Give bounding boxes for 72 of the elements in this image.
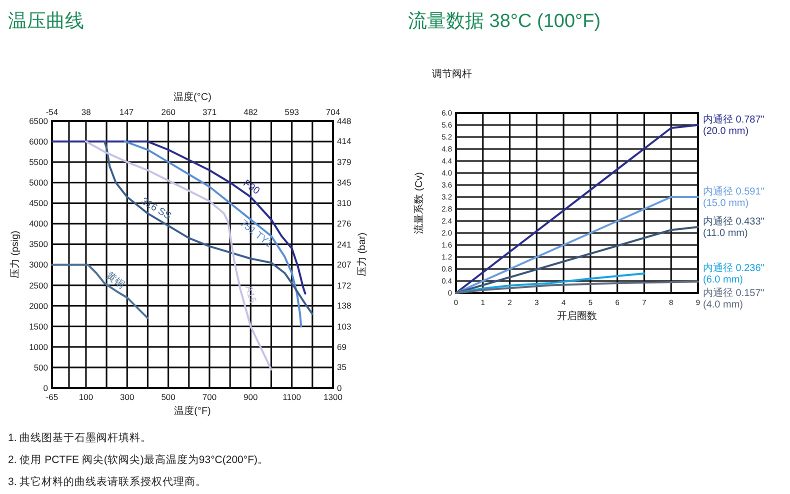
- y2-tick-label: 103: [337, 322, 352, 332]
- x2-tick-label: 260: [161, 107, 176, 117]
- x2-axis-title: 温度(°C): [174, 91, 212, 103]
- y-tick-label: 6000: [29, 136, 48, 147]
- y-axis-title: 压力 (psig): [9, 230, 21, 278]
- y2-tick-label: 345: [337, 177, 352, 188]
- y2-tick-label: 379: [337, 157, 352, 168]
- y2-tick-label: 35: [337, 362, 347, 372]
- y-tick-label: 500: [34, 362, 48, 372]
- series-label: 内通径 0.787" (20.0 mm): [703, 114, 765, 137]
- line-series: [455, 280, 699, 294]
- text: 751 TY1: [238, 218, 274, 250]
- text: F90: [240, 178, 262, 198]
- series-label: 内通径 0.433" (11.0 mm): [703, 216, 765, 239]
- y2-tick-label: 69: [337, 342, 347, 352]
- line-series: [51, 264, 149, 320]
- y-tick-label: 2000: [29, 300, 48, 311]
- line-series: [84, 140, 272, 371]
- y-tick-label: 3500: [29, 239, 48, 250]
- y2-tick-label: 207: [337, 260, 352, 270]
- x-axis-title: 开启圈数: [557, 310, 597, 322]
- text: 2. 使用 PCTFE 阀尖(软阀尖)最高温度为93°C(200°F)。: [8, 453, 269, 466]
- y-tick-label: 1500: [29, 321, 48, 332]
- text: A15: [242, 284, 258, 306]
- y2-axis-title: 压力 (bar): [356, 232, 368, 276]
- y2-tick-label: 414: [337, 136, 352, 146]
- y-tick-label: 0: [43, 382, 48, 393]
- y-tick-label: 4000: [29, 218, 48, 229]
- y2-tick-label: 310: [337, 198, 352, 208]
- line-series: [455, 272, 646, 294]
- chart-subtitle: 调节阀杆: [432, 68, 472, 80]
- y-tick-label: 3000: [29, 260, 48, 270]
- x-tick-label: -65: [46, 392, 58, 402]
- line-series: [124, 140, 302, 328]
- series-label: 内通径 0.157" (4.0 mm): [703, 287, 765, 310]
- text: 内通径 0.236" (6.0 mm): [703, 262, 765, 286]
- y-axis-title: 流量系数 (Cv): [413, 172, 425, 234]
- x2-tick-label: 371: [202, 107, 217, 117]
- y-tick-label: 2500: [29, 280, 48, 290]
- y2-tick-label: 138: [337, 300, 352, 311]
- x2-tick-label: -54: [46, 107, 58, 117]
- y-tick-label: 5500: [29, 157, 48, 168]
- y-tick-label: 1000: [29, 342, 48, 352]
- chart-title: 温压曲线: [8, 11, 84, 32]
- y-tick-label: 4500: [29, 198, 48, 208]
- y2-tick-label: 241: [337, 239, 352, 250]
- y2-tick-label: 276: [337, 218, 352, 228]
- y2-tick-label: 172: [337, 280, 352, 290]
- text: 3. 其它材料的曲线表请联系授权代理商。: [8, 475, 207, 488]
- text: 黄铜: [104, 270, 128, 291]
- y2-tick-label: 0: [337, 382, 342, 393]
- x2-tick-label: 593: [284, 107, 300, 117]
- series-label: 内通径 0.591" (15.0 mm): [703, 186, 765, 209]
- x-tick-label: 1300: [324, 392, 343, 402]
- x-tick-label: 300: [120, 392, 134, 402]
- y-tick-label: 6500: [29, 116, 48, 126]
- chart-title: 流量数据 38°C (100°F): [408, 10, 601, 32]
- x2-tick-label: 38: [81, 107, 92, 117]
- x-tick-label: 500: [161, 392, 176, 402]
- x-axis-title: 温度(°F): [174, 405, 211, 417]
- x-tick-label: 100: [78, 392, 94, 402]
- y-tick-label: 5000: [29, 178, 48, 188]
- x-tick-label: 900: [244, 392, 258, 402]
- y2-tick-label: 448: [337, 116, 352, 126]
- line-series: [103, 140, 314, 316]
- x-tick-label: 1100: [282, 392, 302, 402]
- text: 1. 曲线图基于石墨阀杆填料。: [8, 431, 152, 444]
- x2-tick-label: 704: [326, 107, 340, 117]
- x2-tick-label: 482: [244, 107, 258, 117]
- text: 316 SS: [139, 196, 174, 222]
- x2-tick-label: 147: [119, 107, 134, 117]
- x-tick-label: 700: [202, 392, 217, 402]
